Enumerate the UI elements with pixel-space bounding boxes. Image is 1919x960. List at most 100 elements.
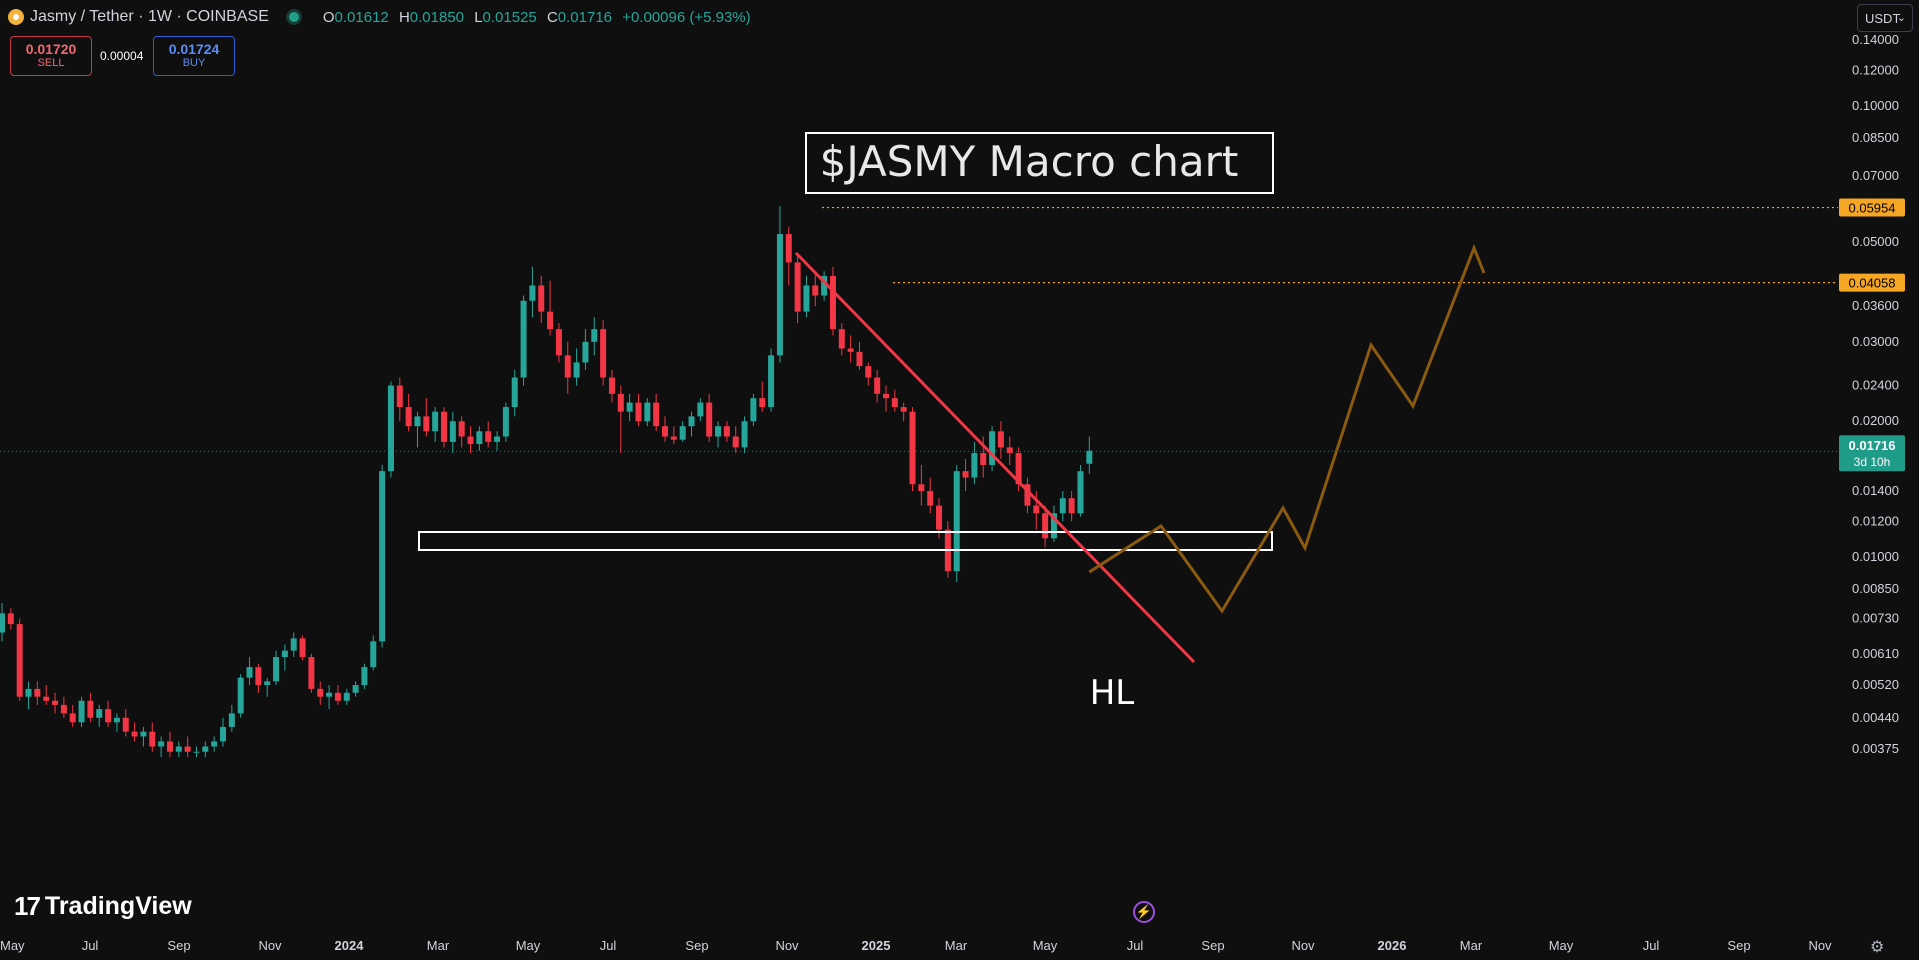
y-tick-label: 0.14000 — [1852, 32, 1899, 47]
x-tick-label: Mar — [1460, 938, 1483, 953]
spread-value: 0.00004 — [100, 49, 144, 63]
candle-body — [149, 731, 156, 747]
high-key: H — [398, 8, 410, 26]
candle-body — [794, 262, 801, 312]
y-tick-label: 0.01400 — [1852, 483, 1899, 498]
candle-body — [644, 402, 651, 422]
candle-body — [43, 696, 50, 701]
candle-body — [423, 416, 430, 432]
candle-body — [414, 416, 421, 427]
y-tick-label: 0.02000 — [1852, 413, 1899, 428]
candle-body — [458, 421, 465, 437]
sell-button[interactable]: 0.01720 SELL — [10, 36, 92, 76]
candle-body — [387, 385, 394, 472]
candle-body — [255, 667, 262, 686]
candle-body — [494, 436, 501, 442]
symbol-header[interactable]: Jasmy / Tether · 1W · COINBASE O0.01612 … — [8, 6, 751, 28]
candle-body — [838, 329, 845, 349]
candle-body — [670, 436, 677, 440]
x-tick-label: Nov — [775, 938, 799, 953]
candle-body — [96, 709, 103, 718]
x-tick-label: Sep — [167, 938, 190, 953]
candle-body — [555, 329, 562, 356]
candle-body — [193, 751, 200, 753]
y-tick-label: 0.07000 — [1852, 168, 1899, 183]
candle-body — [52, 700, 59, 705]
ohlc-readout: O0.01612 H0.01850 L0.01525 C0.01716 +0.0… — [317, 9, 751, 26]
y-tick-label: 0.01000 — [1852, 549, 1899, 564]
candle-body — [989, 431, 996, 465]
candle-body — [290, 638, 297, 651]
high-value: 0.01850 — [409, 8, 465, 26]
x-tick-label: Nov — [258, 938, 282, 953]
buy-button[interactable]: 0.01724 BUY — [153, 36, 235, 76]
candle-body — [113, 717, 120, 723]
x-tick-label: May — [516, 938, 541, 953]
candle-body — [591, 329, 598, 342]
candle-body — [608, 377, 615, 394]
candle-body — [847, 348, 854, 352]
lightning-icon[interactable]: ⚡ — [1133, 901, 1155, 923]
x-tick-label: Nov — [1291, 938, 1315, 953]
open-key: O — [322, 8, 335, 26]
candle-body — [891, 398, 898, 408]
candle-body — [308, 657, 315, 689]
y-tick-label: 0.00850 — [1852, 581, 1899, 596]
candle-body — [936, 505, 943, 530]
price-level-badge — [1839, 273, 1905, 292]
price-level-badge — [1839, 198, 1905, 217]
open-value: 0.01612 — [334, 8, 389, 26]
candle-body — [449, 421, 456, 442]
y-tick-label: 0.00730 — [1852, 611, 1899, 626]
x-tick-label: May — [0, 938, 25, 953]
candle-body — [962, 471, 969, 478]
x-tick-label: Jul — [1643, 938, 1660, 953]
candle-body — [396, 385, 403, 408]
candle-body — [7, 613, 14, 625]
sell-price: 0.01720 — [25, 41, 77, 57]
candle-body — [228, 713, 235, 727]
candle-body — [131, 731, 138, 737]
candle-body — [821, 275, 828, 296]
gear-icon[interactable]: ⚙ — [1870, 939, 1885, 956]
candle-body — [105, 709, 112, 723]
jasmy-logo-icon — [8, 9, 24, 25]
x-tick-label: Sep — [1201, 938, 1224, 953]
x-tick-label: Mar — [427, 938, 450, 953]
candle-body — [520, 300, 527, 378]
candle-body — [211, 741, 218, 747]
candle-body — [432, 411, 439, 432]
candle-body — [1042, 513, 1049, 539]
candle-body — [1086, 450, 1093, 464]
trendline — [794, 251, 1196, 664]
y-tick-label: 0.00375 — [1852, 741, 1899, 756]
y-tick-label: 0.02400 — [1852, 378, 1899, 393]
x-tick-label: Mar — [945, 938, 968, 953]
candle-body — [723, 426, 730, 437]
tradingview-logo[interactable]: 17 TradingView — [14, 891, 192, 922]
candle-body — [273, 657, 280, 682]
y-tick-label: 0.03000 — [1852, 334, 1899, 349]
candle-body — [237, 677, 244, 714]
low-key: L — [474, 8, 483, 26]
candle-body — [405, 407, 412, 427]
x-tick-label: 2026 — [1378, 938, 1407, 953]
candle-body — [502, 407, 509, 437]
y-tick-label: 0.00520 — [1852, 677, 1899, 692]
support-zone-box — [418, 531, 1273, 551]
candle-body — [352, 685, 359, 693]
candle-body — [485, 431, 492, 442]
candle-body — [334, 692, 341, 701]
buy-price: 0.01724 — [168, 41, 220, 57]
symbol-title[interactable]: Jasmy / Tether · 1W · COINBASE — [30, 8, 269, 25]
candle-body — [829, 275, 836, 330]
candle-body — [1050, 513, 1057, 539]
tradingview-wordmark: TradingView — [44, 892, 192, 920]
candle-body — [909, 411, 916, 485]
change-value: +0.00096 (+5.93%) — [622, 8, 751, 26]
x-tick-label: May — [1033, 938, 1058, 953]
candle-body — [1068, 498, 1075, 514]
market-status-icon[interactable] — [288, 12, 299, 22]
currency-select[interactable]: USDT ⌄ — [1857, 4, 1913, 32]
